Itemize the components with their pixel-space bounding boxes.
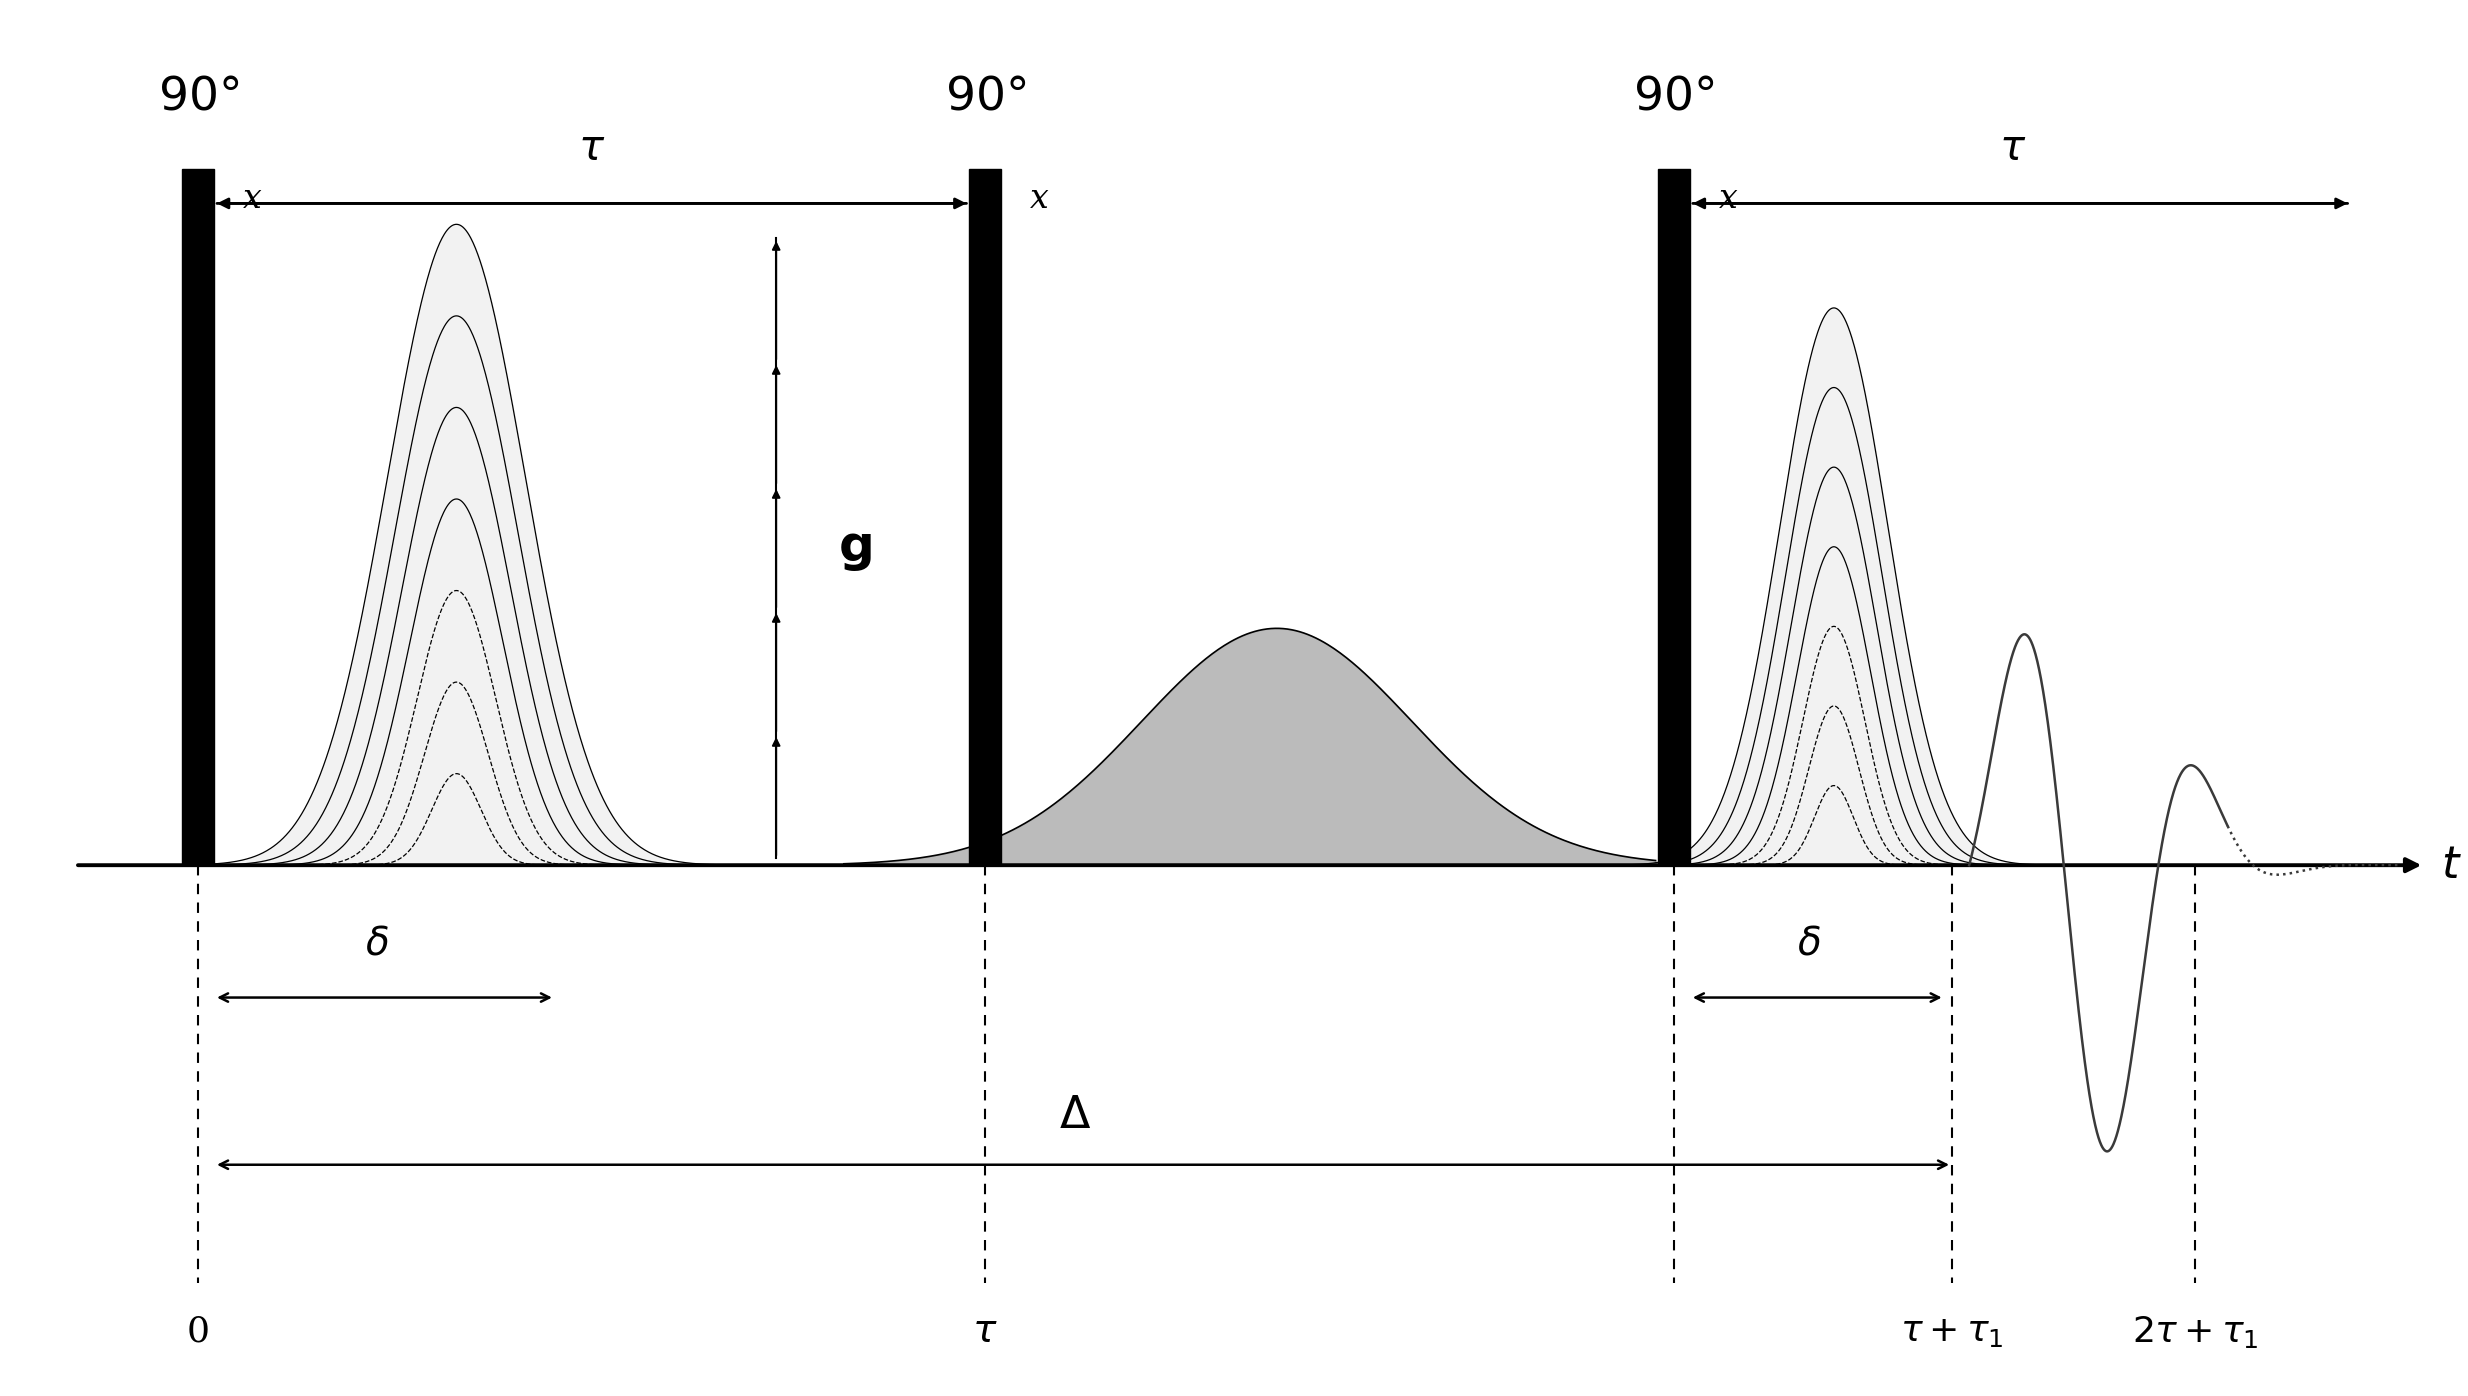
- Text: $\tau$: $\tau$: [578, 127, 605, 169]
- Text: $\mathbf{g}$: $\mathbf{g}$: [837, 524, 871, 572]
- Text: x: x: [1718, 183, 1737, 215]
- Text: $\tau$: $\tau$: [1999, 127, 2026, 169]
- Text: $\tau+\tau_1$: $\tau+\tau_1$: [1900, 1315, 2004, 1349]
- Text: $\Delta$: $\Delta$: [1059, 1093, 1091, 1136]
- Text: $2\tau+\tau_1$: $2\tau+\tau_1$: [2132, 1314, 2258, 1350]
- Text: $90°$: $90°$: [1634, 74, 1715, 120]
- Text: 0: 0: [188, 1315, 210, 1349]
- Text: $\tau$: $\tau$: [972, 1314, 997, 1350]
- Bar: [970, 169, 1002, 866]
- Text: x: x: [1029, 183, 1049, 215]
- Text: $90°$: $90°$: [945, 74, 1027, 120]
- Text: $t$: $t$: [2441, 843, 2463, 886]
- Bar: [1658, 169, 1691, 866]
- Text: $90°$: $90°$: [158, 74, 239, 120]
- Bar: [183, 169, 215, 866]
- Text: x: x: [242, 183, 262, 215]
- Text: $\delta$: $\delta$: [1797, 926, 1821, 963]
- Text: $\delta$: $\delta$: [365, 926, 387, 963]
